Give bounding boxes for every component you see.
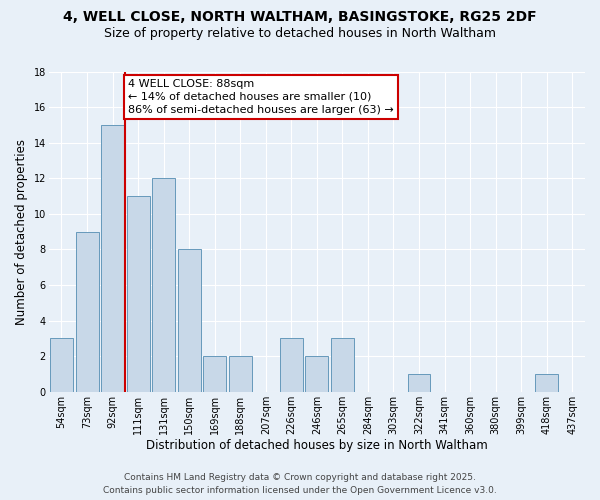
Bar <box>229 356 252 392</box>
Text: Contains HM Land Registry data © Crown copyright and database right 2025.
Contai: Contains HM Land Registry data © Crown c… <box>103 474 497 495</box>
Bar <box>331 338 354 392</box>
Bar <box>76 232 98 392</box>
Bar <box>280 338 303 392</box>
Bar <box>152 178 175 392</box>
Bar <box>535 374 558 392</box>
Y-axis label: Number of detached properties: Number of detached properties <box>15 138 28 324</box>
Bar <box>407 374 430 392</box>
Bar <box>50 338 73 392</box>
Bar <box>127 196 149 392</box>
Bar <box>203 356 226 392</box>
X-axis label: Distribution of detached houses by size in North Waltham: Distribution of detached houses by size … <box>146 440 488 452</box>
Bar <box>101 125 124 392</box>
Text: Size of property relative to detached houses in North Waltham: Size of property relative to detached ho… <box>104 28 496 40</box>
Bar <box>178 250 200 392</box>
Bar <box>305 356 328 392</box>
Text: 4 WELL CLOSE: 88sqm
← 14% of detached houses are smaller (10)
86% of semi-detach: 4 WELL CLOSE: 88sqm ← 14% of detached ho… <box>128 78 394 115</box>
Text: 4, WELL CLOSE, NORTH WALTHAM, BASINGSTOKE, RG25 2DF: 4, WELL CLOSE, NORTH WALTHAM, BASINGSTOK… <box>63 10 537 24</box>
